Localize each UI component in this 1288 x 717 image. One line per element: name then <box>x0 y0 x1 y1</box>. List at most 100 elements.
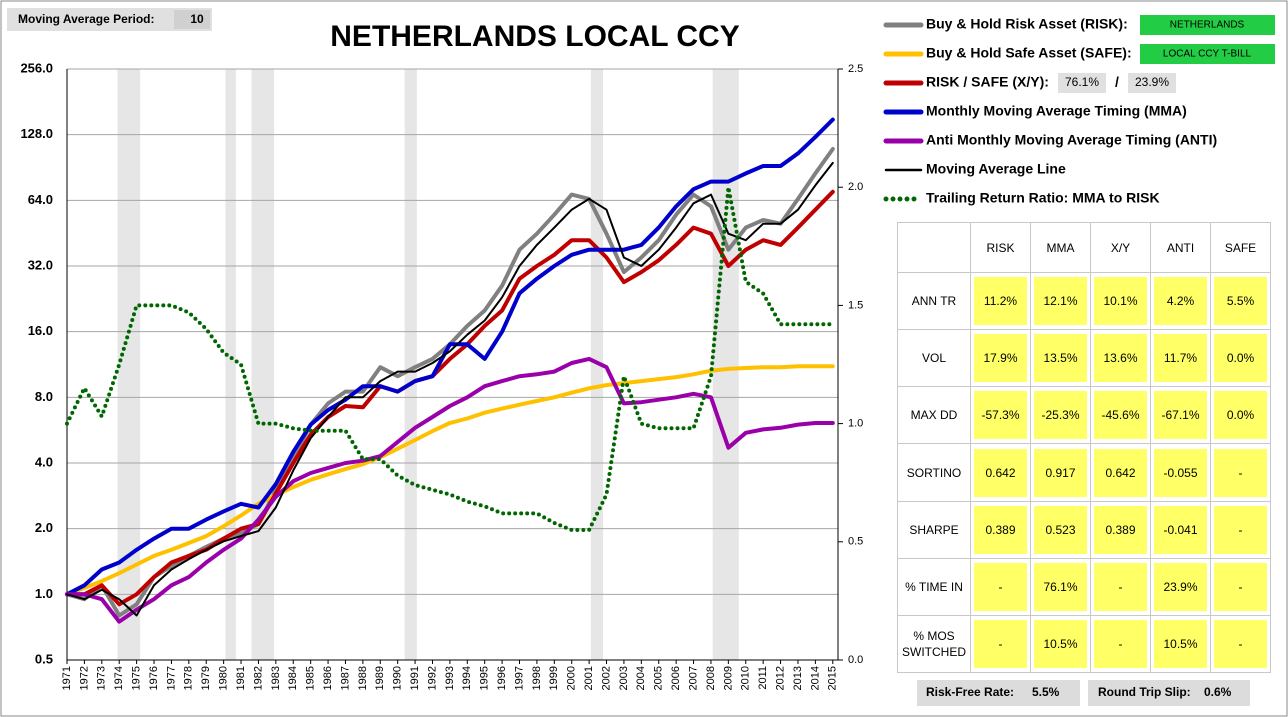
input-box <box>1058 73 1106 93</box>
x-tick-label: 1995 <box>479 666 491 690</box>
badge <box>1140 44 1275 64</box>
cell-value: -25.3% <box>1034 391 1087 440</box>
y-tick-label: 2.0 <box>35 520 53 535</box>
cell-value: 13.6% <box>1094 334 1147 383</box>
x-tick-label: 2014 <box>809 666 821 690</box>
shaded-range <box>712 69 739 660</box>
x-tick-label: 2005 <box>653 666 665 690</box>
x-tick-label: 2007 <box>687 666 699 690</box>
table-cell: 10.5% <box>1030 614 1091 674</box>
y-tick-label: 128.0 <box>20 126 53 141</box>
x-tick-label: 2015 <box>827 666 839 690</box>
cell-value: - <box>1094 562 1147 611</box>
x-tick-label: 1975 <box>131 666 143 690</box>
table-cell: - <box>1090 557 1151 616</box>
xy-safe: 23.9% <box>1135 75 1169 89</box>
shaded-range <box>225 69 236 660</box>
legend-label: Monthly Moving Average Timing (MMA) <box>926 103 1187 119</box>
table-cell: -67.1% <box>1150 386 1211 445</box>
input-box <box>1128 73 1176 93</box>
x-tick-label: 1972 <box>78 666 90 690</box>
ma-period-label: Moving Average Period: <box>18 12 154 26</box>
risk-asset-badge: NETHERLANDS <box>1170 20 1245 31</box>
y-tick-label: 32.0 <box>28 257 53 272</box>
x-tick-label: 2013 <box>792 666 804 690</box>
cell-value: - <box>974 562 1027 611</box>
row-label-cell: ANN TR <box>897 272 971 331</box>
table-row: SHARPE 0.389 0.523 0.389 -0.041- <box>897 500 1271 559</box>
series-line <box>65 356 835 624</box>
table-cell: - <box>970 614 1031 674</box>
table-cell: 23.9% <box>1150 557 1211 616</box>
x-tick-label: 2009 <box>722 666 734 690</box>
table-cell: - <box>1210 500 1271 559</box>
footer-box <box>1088 680 1250 706</box>
table-cell: - <box>970 557 1031 616</box>
badge <box>1140 15 1275 35</box>
x-tick-label: 1974 <box>113 666 125 690</box>
y2-tick-label: 0.0 <box>848 654 863 666</box>
slip-value: 0.6% <box>1204 685 1232 699</box>
column-header: MMA <box>1030 221 1091 274</box>
table-cell: 0.523 <box>1030 500 1091 559</box>
table-row: % TIME IN -76.1% -23.9% - <box>897 557 1271 616</box>
ma-period-value-box <box>174 10 210 29</box>
x-tick-label: 2006 <box>670 666 682 690</box>
row-label-cell: % MOS SWITCHED <box>897 614 971 674</box>
row-label-cell: VOL <box>897 329 971 388</box>
table-cell: 0.0% <box>1210 329 1271 388</box>
stats-table: RISK MMA X/Y ANTI SAFE ANN TR 11.2% 12.1% 10.1% 4… <box>897 221 1271 674</box>
table-cell: 13.6% <box>1090 329 1151 388</box>
x-tick-label: 2008 <box>705 666 717 690</box>
x-tick-label: 2003 <box>618 666 630 690</box>
x-tick-label: 1979 <box>200 666 212 690</box>
x-tick-label: 1996 <box>496 666 508 690</box>
table-row: % MOS SWITCHED -10.5% -10.5% - <box>897 614 1271 674</box>
x-tick-label: 2004 <box>635 666 647 690</box>
x-tick-label: 1977 <box>165 666 177 690</box>
cell-value: 5.5% <box>1214 277 1267 326</box>
y-tick-label: 16.0 <box>28 323 53 338</box>
table-cell: 0.917 <box>1030 443 1091 502</box>
table-row: VOL 17.9% 13.5% 13.6% 11.7% 0.0% <box>897 329 1271 388</box>
legend-label: Trailing Return Ratio: MMA to RISK <box>926 190 1160 206</box>
x-tick-label: 1984 <box>287 666 299 690</box>
cell-value: - <box>974 619 1027 668</box>
column-header: ANTI <box>1150 221 1211 274</box>
cell-value: 23.9% <box>1154 562 1207 611</box>
x-tick-label: 1978 <box>183 666 195 690</box>
cell-value: 4.2% <box>1154 277 1207 326</box>
x-tick-label: 1999 <box>548 666 560 690</box>
row-label-cell: MAX DD <box>897 386 971 445</box>
x-tick-label: 2001 <box>583 666 595 690</box>
x-tick-label: 1980 <box>218 666 230 690</box>
y2-tick-label: 2.5 <box>848 63 863 75</box>
y2-tick-label: 1.0 <box>848 418 863 430</box>
column-header: X/Y <box>1090 221 1151 274</box>
table-row: SORTINO 0.642 0.917 0.642 -0.055- <box>897 443 1271 502</box>
legend-label: Buy & Hold Safe Asset (SAFE): <box>926 45 1132 61</box>
cell-value: - <box>1214 505 1267 554</box>
legend-label: Moving Average Line <box>926 161 1066 177</box>
y2-tick-label: 1.5 <box>848 299 863 311</box>
cell-value: - <box>1094 619 1147 668</box>
table-cell: 13.5% <box>1030 329 1091 388</box>
cell-value: 0.917 <box>1034 448 1087 497</box>
xy-separator: / <box>1115 74 1119 90</box>
legend-label: Buy & Hold Risk Asset (RISK): <box>926 16 1128 32</box>
row-label: % MOS SWITCHED <box>902 628 966 659</box>
series-line <box>65 185 835 532</box>
y2-tick-label: 0.5 <box>848 536 863 548</box>
plot-area <box>67 69 838 660</box>
shaded-range <box>404 69 417 660</box>
cell-value: 0.523 <box>1034 505 1087 554</box>
table-cell: - <box>1210 557 1271 616</box>
y-tick-label: 64.0 <box>28 192 53 207</box>
column-header: RISK <box>970 221 1031 274</box>
cell-value: - <box>1214 562 1267 611</box>
risk-free-value: 5.5% <box>1032 685 1060 699</box>
legend-label: Anti Monthly Moving Average Timing (ANTI… <box>926 132 1217 148</box>
cell-value: 12.1% <box>1034 277 1087 326</box>
cell-value: 10.5% <box>1034 619 1087 668</box>
